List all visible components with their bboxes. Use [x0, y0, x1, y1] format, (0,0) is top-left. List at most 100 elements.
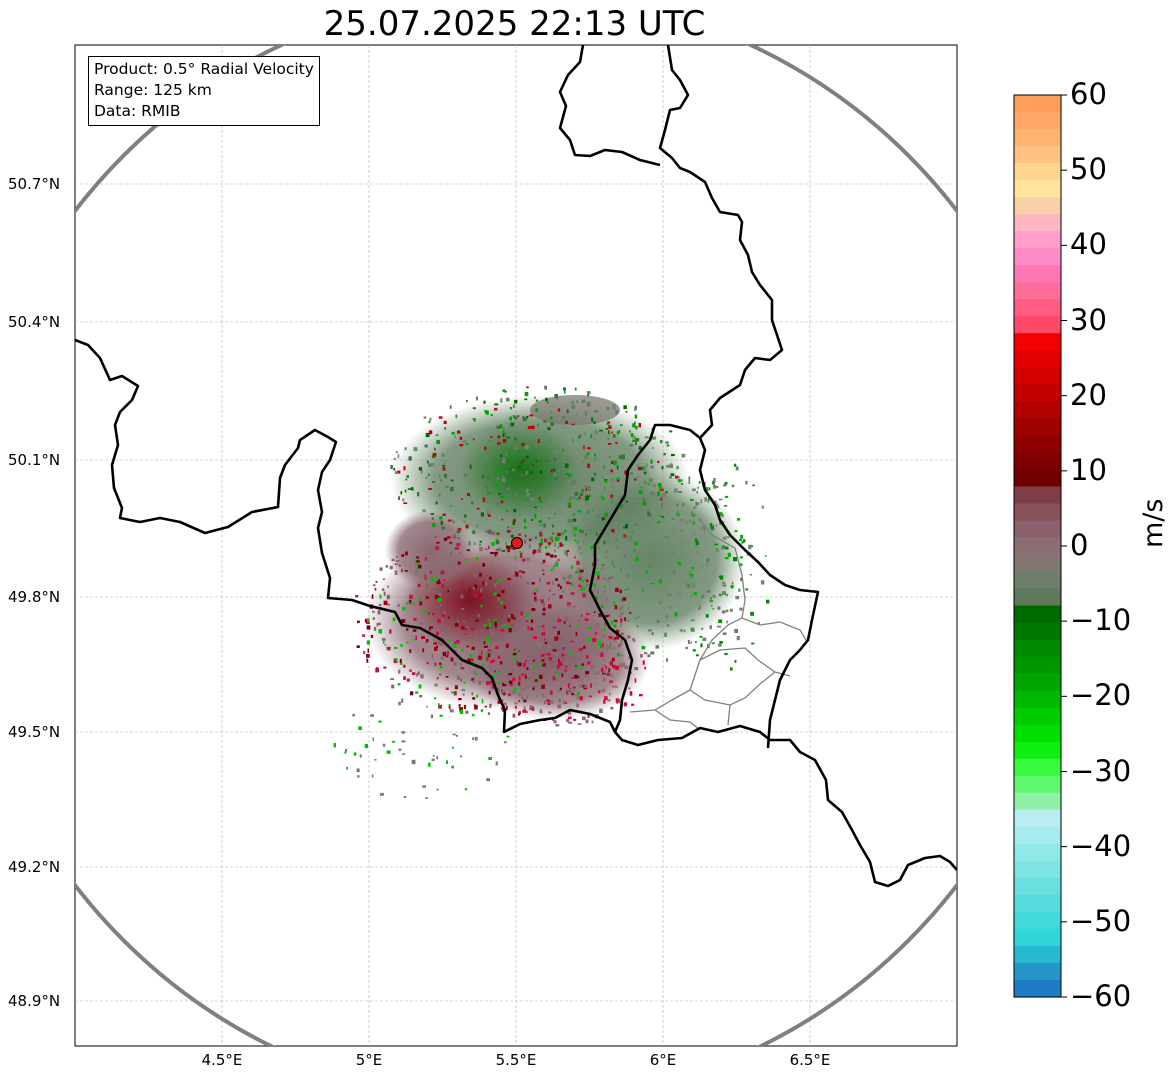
echo-pixel — [494, 584, 497, 587]
echo-pixel — [456, 529, 461, 534]
region-borders — [629, 519, 807, 731]
echo-pixel — [412, 639, 415, 641]
echo-pixel — [573, 526, 578, 531]
echo-pixel — [622, 516, 626, 520]
echo-pixel — [487, 649, 491, 652]
echo-pixel — [359, 754, 362, 758]
echo-pixel — [458, 704, 461, 709]
echo-pixel — [552, 593, 556, 596]
echo-pixel — [547, 649, 550, 651]
echo-pixel — [584, 618, 589, 621]
echo-pixel — [434, 594, 439, 600]
echo-pixel — [544, 538, 547, 541]
echo-pixel — [390, 465, 393, 470]
echo-pixel — [487, 653, 491, 657]
echo-pixel — [634, 421, 636, 424]
echo-pixel — [495, 540, 500, 545]
echo-pixel — [638, 693, 643, 697]
echo-pixel — [532, 591, 535, 594]
echo-pixel — [389, 629, 392, 634]
echo-pixel — [687, 640, 690, 644]
echo-pixel — [433, 638, 435, 642]
echo-pixel — [448, 705, 451, 709]
echo-pixel — [521, 673, 525, 676]
echo-pixel — [611, 500, 614, 504]
echo-pixel — [743, 539, 746, 543]
echo-pixel — [487, 492, 490, 495]
echo-pixel — [485, 530, 489, 533]
echo-pixel — [547, 703, 551, 705]
echo-pixel — [581, 592, 585, 594]
echo-pixel — [442, 464, 446, 467]
echo-pixel — [597, 640, 602, 645]
echo-pixel — [507, 548, 511, 553]
echo-pixel — [448, 704, 451, 707]
echo-pixel — [558, 662, 563, 667]
echo-pixel — [526, 416, 529, 419]
echo-pixel — [603, 487, 606, 491]
echo-pixel — [439, 662, 442, 666]
echo-pixel — [618, 509, 622, 513]
echo-pixel — [473, 629, 476, 632]
echo-pixel — [607, 614, 611, 617]
echo-pixel — [621, 605, 624, 610]
echo-pixel — [722, 545, 725, 549]
echo-pixel — [456, 639, 460, 644]
echo-pixel — [632, 638, 636, 642]
echo-pixel — [678, 557, 681, 560]
echo-pixel — [460, 755, 463, 758]
echo-pixel — [468, 590, 471, 594]
echo-pixel — [425, 797, 428, 799]
echo-pixel — [386, 750, 391, 754]
echo-pixel — [603, 518, 606, 521]
echo-pixel — [590, 434, 593, 439]
echo-pixel — [381, 638, 386, 641]
echo-pixel — [426, 662, 429, 665]
echo-pixel — [449, 588, 452, 592]
echo-pixel — [476, 523, 479, 528]
echo-pixel — [506, 677, 510, 680]
echo-pixel — [541, 659, 545, 662]
echo-pixel — [576, 541, 580, 545]
echo-pixel — [391, 558, 395, 561]
echo-pixel — [603, 589, 606, 593]
echo-pixel — [555, 476, 557, 481]
echo-pixel — [617, 643, 621, 648]
echo-pixel — [638, 423, 641, 428]
echo-pixel — [536, 695, 538, 698]
echo-pixel — [440, 656, 444, 660]
echo-pixel — [546, 653, 551, 656]
echo-pixel — [438, 474, 441, 478]
echo-pixel — [429, 619, 432, 622]
echo-pixel — [564, 492, 568, 495]
echo-pixel — [648, 629, 652, 632]
echo-pixel — [739, 607, 743, 611]
echo-pixel — [582, 645, 586, 649]
echo-pixel — [518, 692, 522, 697]
echo-pixel — [629, 444, 634, 447]
echo-pixel — [439, 641, 444, 646]
echo-pixel — [602, 643, 604, 648]
echo-pixel — [578, 634, 581, 639]
echo-pixel — [538, 496, 541, 501]
echo-pixel — [699, 604, 701, 608]
echo-pixel — [524, 674, 527, 679]
echo-pixel — [499, 424, 503, 429]
echo-pixel — [401, 698, 404, 703]
echo-pixel — [698, 481, 701, 484]
echo-pixel — [666, 624, 670, 627]
echo-pixel — [495, 548, 499, 551]
echo-pixel — [602, 564, 605, 567]
colorbar-tick-label: 20 — [1070, 377, 1107, 412]
echo-pixel — [541, 662, 544, 665]
echo-pixel — [704, 529, 706, 533]
echo-pixel — [393, 646, 398, 649]
echo-pixel — [514, 445, 519, 450]
echo-pixel — [519, 472, 524, 477]
echo-pixel — [502, 624, 505, 628]
echo-pixel — [618, 496, 622, 499]
echo-pixel — [624, 554, 626, 558]
echo-pixel — [448, 580, 451, 582]
echo-pixel — [401, 731, 405, 734]
echo-pixel — [559, 637, 563, 641]
